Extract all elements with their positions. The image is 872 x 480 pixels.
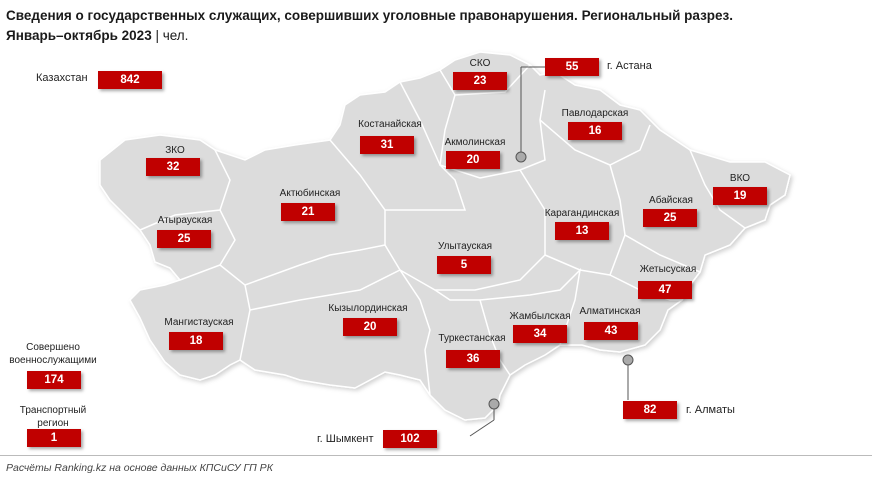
pavlodar-label: Павлодарская <box>561 108 629 119</box>
karaganda-label: Карагандинская <box>544 208 620 219</box>
military-label: Совершено военнослужащими <box>9 342 97 366</box>
title-line-1: Сведения о государственных служащих, сов… <box>6 8 734 23</box>
zhambyl-value: 34 <box>513 325 567 343</box>
transport-label: Транспортный регион <box>19 405 87 429</box>
turkestan-label: Туркестанская <box>438 333 506 344</box>
border-kyzylorda <box>249 269 431 396</box>
total-value: 842 <box>98 71 162 89</box>
zhambyl-label: Жамбылская <box>509 311 571 322</box>
footer-divider <box>0 455 872 456</box>
kyzylorda-value: 20 <box>343 318 397 336</box>
shymkent-marker <box>488 398 500 410</box>
border-akmola <box>439 89 546 179</box>
border-zhambyl <box>479 267 582 346</box>
source-note: Расчёты Ranking.kz на основе данных КПСи… <box>6 462 273 474</box>
shymkent-value: 102 <box>383 430 437 448</box>
zhetysu-value: 47 <box>638 281 692 299</box>
akmola-value: 20 <box>446 151 500 169</box>
kyzylorda-label: Кызылординская <box>328 303 408 314</box>
zhetysu-label: Жетысуская <box>639 264 697 275</box>
zko-label: ЗКО <box>165 145 185 156</box>
mangystau-value: 18 <box>169 332 223 350</box>
atyrau-label: Атырауская <box>157 215 213 226</box>
zko-value: 32 <box>146 158 200 176</box>
pavlodar-value: 16 <box>568 122 622 140</box>
astana-label: г. Астана <box>607 60 652 72</box>
unit: | чел. <box>151 28 189 43</box>
abai-value: 25 <box>643 209 697 227</box>
mangystau-label: Мангистауская <box>164 317 234 328</box>
border-sko-south <box>439 64 531 96</box>
border-ulytau-karaganda <box>384 169 546 291</box>
sko-value: 23 <box>453 72 507 90</box>
abai-label: Абайская <box>649 195 693 206</box>
border-turkestan <box>434 289 511 376</box>
turkestan-value: 36 <box>446 350 500 368</box>
almaty-label: г. Алматы <box>686 404 735 416</box>
border-kostanay-east <box>385 81 467 211</box>
shymkent-label: г. Шымкент <box>317 433 374 445</box>
title-line-2: Январь–октябрь 2023 | чел. <box>6 26 866 46</box>
vko-value: 19 <box>713 187 767 205</box>
aktobe-value: 21 <box>281 203 335 221</box>
chart-title: Сведения о государственных служащих, сов… <box>6 6 866 46</box>
kostanay-label: Костанайская <box>358 119 422 130</box>
border-atyrau <box>179 209 236 281</box>
almaty-obl-label: Алматинская <box>579 306 641 317</box>
almaty-obl-value: 43 <box>584 322 638 340</box>
astana-value: 55 <box>545 58 599 76</box>
transport-value: 1 <box>27 429 81 447</box>
border-aktobe-east <box>244 139 386 286</box>
aktobe-label: Актюбинская <box>279 188 341 199</box>
border-abai-vko <box>689 149 746 229</box>
astana-marker <box>515 151 527 163</box>
atyrau-value: 25 <box>157 230 211 248</box>
period: Январь–октябрь 2023 <box>6 28 152 43</box>
vko-label: ВКО <box>729 173 751 184</box>
city-markers <box>469 66 634 437</box>
akmola-label: Акмолинская <box>444 137 506 148</box>
ulytau-value: 5 <box>437 256 491 274</box>
border-mangystau <box>219 264 251 361</box>
border-karaganda-south <box>544 234 626 276</box>
kostanay-value: 31 <box>360 136 414 154</box>
sko-label: СКО <box>469 58 491 69</box>
almaty-value: 82 <box>623 401 677 419</box>
military-value: 174 <box>27 371 81 389</box>
almaty-marker <box>622 354 634 366</box>
total-label: Казахстан <box>36 72 88 84</box>
karaganda-value: 13 <box>555 222 609 240</box>
ulytau-label: Улытауская <box>437 241 493 252</box>
